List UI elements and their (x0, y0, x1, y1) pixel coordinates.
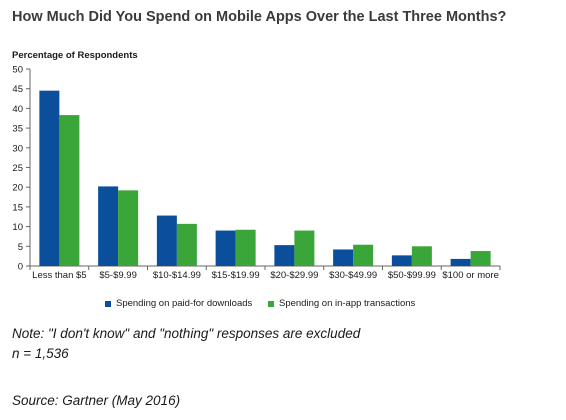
x-tick-label: Less than $5 (32, 270, 86, 281)
y-tick-label: 20 (12, 183, 23, 194)
x-tick-label: $30-$49.99 (329, 270, 377, 281)
y-tick-label: 10 (12, 222, 23, 233)
y-tick-label: 50 (12, 65, 23, 76)
y-tick-label: 30 (12, 143, 23, 154)
y-tick-label: 35 (12, 124, 23, 135)
legend-label: Spending on paid-for downloads (116, 298, 253, 309)
legend-item-in-app: Spending on in-app transactions (268, 298, 415, 309)
bar-paid-downloads (450, 258, 471, 266)
x-tick-label: $50-$99.99 (388, 270, 436, 281)
bar-paid-downloads (39, 90, 60, 266)
bar-in-app (118, 190, 139, 266)
x-tick-label: $5-$9.99 (99, 270, 137, 281)
legend-item-paid-downloads: Spending on paid-for downloads (105, 298, 252, 309)
bar-chart: 0 5 10 15 20 25 30 35 40 45 50 Less than $5 $5-$9.99… (12, 65, 501, 281)
y-axis-label: Percentage of Respondents (12, 50, 138, 61)
x-tick-label: $100 or more (442, 270, 499, 281)
y-tick-label: 15 (12, 202, 23, 213)
bar-in-app (470, 251, 491, 266)
bar-in-app (235, 229, 256, 266)
legend-label: Spending on in-app transactions (279, 298, 416, 309)
bar-paid-downloads (156, 215, 177, 266)
x-tick-label: $10-$14.99 (153, 270, 201, 281)
bar-paid-downloads (98, 186, 119, 266)
x-tick-label: $20-$29.99 (270, 270, 318, 281)
legend-swatch (268, 300, 274, 307)
bar-paid-downloads (274, 245, 295, 266)
y-tick-label: 25 (12, 163, 23, 174)
note-text: Note: "I don't know" and "nothing" respo… (12, 326, 361, 341)
x-tick-label: $15-$19.99 (212, 270, 260, 281)
bar-paid-downloads (391, 255, 412, 266)
sample-size: n = 1,536 (12, 346, 69, 361)
bar-in-app (353, 244, 374, 266)
y-tick-label: 45 (12, 84, 23, 95)
y-tick-label: 5 (18, 242, 23, 253)
bar-paid-downloads (215, 230, 236, 266)
bar-in-app (294, 230, 315, 266)
y-tick-label: 40 (12, 104, 23, 115)
bar-in-app (176, 223, 197, 266)
bar-in-app (59, 115, 80, 267)
source-text: Source: Gartner (May 2016) (12, 393, 181, 408)
bar-in-app (411, 246, 432, 266)
bar-paid-downloads (333, 249, 354, 266)
legend-swatch (105, 300, 111, 307)
y-tick-label: 0 (18, 262, 23, 273)
chart-title: How Much Did You Spend on Mobile Apps Ov… (12, 9, 507, 25)
